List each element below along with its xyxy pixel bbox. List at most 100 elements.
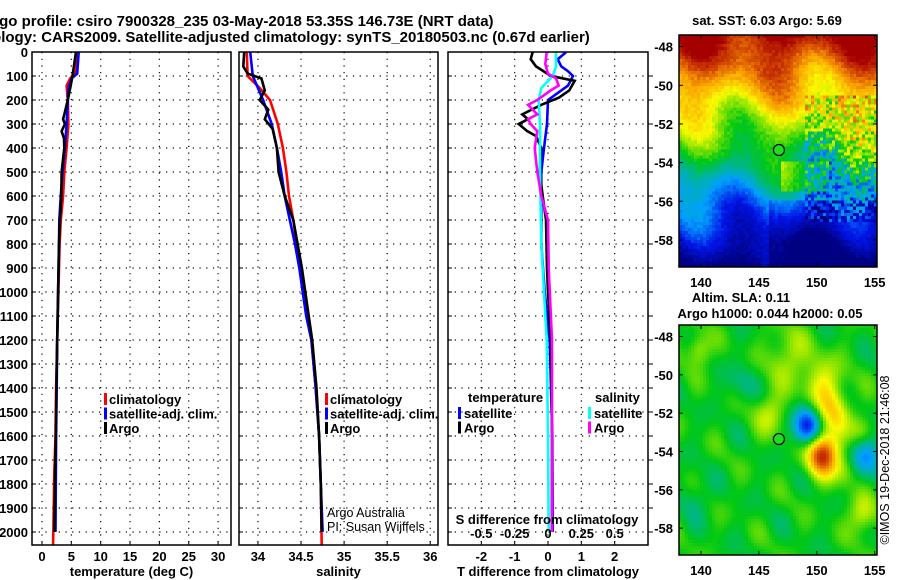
legend-label: satellite xyxy=(464,406,512,421)
y-tick-label: 900 xyxy=(6,261,28,276)
x-tick-label: 30 xyxy=(211,549,225,564)
legend-swatch xyxy=(458,407,461,419)
legend-swatch xyxy=(458,421,461,434)
x-tick-label: 35.5 xyxy=(375,549,400,564)
lon-tick-label: 145 xyxy=(748,275,770,290)
sla-map-panel: -48 -50 -52 -54 -56 -58 140 145 150 155 Altim. SLA… xyxy=(654,290,885,578)
lat-tick-label: -56 xyxy=(654,194,673,209)
legend-label: Argo xyxy=(109,421,139,436)
title-line-1: Argo profile: csiro 7900328_235 03-May-2… xyxy=(0,13,494,30)
lon-tick-label: 155 xyxy=(864,275,886,290)
legend-label: climatology xyxy=(109,392,182,407)
legend-label: satellite xyxy=(594,406,642,421)
map-frame xyxy=(678,34,878,268)
x-tick-label: -2 xyxy=(476,549,488,564)
y-tick-label: 1600 xyxy=(0,429,28,444)
legend-label: satellite-adj. clim. xyxy=(109,407,217,422)
x-axis-label: salinity xyxy=(316,564,362,579)
lon-tick-label: 155 xyxy=(864,563,886,578)
s-tick-label: 0.25 xyxy=(569,526,594,541)
lon-tick-label: 145 xyxy=(748,563,770,578)
legend-swatch xyxy=(588,407,591,419)
y-tick-label: 100 xyxy=(6,69,28,84)
s-tick-label: -0.5 xyxy=(470,526,492,541)
series-line-temperature-satellite xyxy=(539,52,575,533)
lon-tick-label: 150 xyxy=(806,563,828,578)
legend-label: Argo xyxy=(330,421,360,436)
argo-float-marker xyxy=(772,432,786,446)
s-axis-label: S difference from climatology xyxy=(456,512,640,527)
legend-label: climatology xyxy=(330,392,403,407)
y-tick-label: 400 xyxy=(6,141,28,156)
legend-swatch xyxy=(325,393,328,405)
credit-line-2: PI: Susan Wijffels xyxy=(327,520,425,534)
y-tick-label: 1900 xyxy=(0,501,28,516)
y-tick-label: 700 xyxy=(6,213,28,228)
x-tick-label: 35 xyxy=(337,549,351,564)
x-tick-label: 15 xyxy=(123,549,137,564)
argo-float-marker xyxy=(772,143,786,157)
lat-tick-label: -54 xyxy=(654,445,674,460)
y-tick-label: 800 xyxy=(6,237,28,252)
title-line-2: Climatology: CARS2009. Satellite-adjuste… xyxy=(0,29,590,46)
lat-tick-label: -48 xyxy=(654,40,673,55)
map-frame xyxy=(678,324,878,556)
panel-frame xyxy=(31,51,232,546)
lat-tick-label: -48 xyxy=(654,330,673,345)
x-tick-label: 36 xyxy=(423,549,437,564)
legend-label: Argo xyxy=(594,421,624,436)
lat-tick-label: -54 xyxy=(654,156,674,171)
lon-tick-label: 150 xyxy=(806,275,828,290)
copyright-stamp: ©IMOS 19-Dec-2018 21:46:08 xyxy=(878,375,892,544)
s-tick-label: -0.25 xyxy=(500,526,530,541)
legend-swatch xyxy=(588,421,591,434)
y-tick-label: 0 xyxy=(21,45,28,60)
lon-tick-label: 140 xyxy=(690,563,712,578)
lat-tick-label: -50 xyxy=(654,78,673,93)
map-title: sat. SST: 6.03 Argo: 5.69 xyxy=(692,13,842,28)
legend-swatch xyxy=(104,407,107,420)
legend-swatch xyxy=(325,422,328,434)
series-line-salinity-argo xyxy=(525,52,561,532)
s-tick-label: 0 xyxy=(544,526,551,541)
legend-label: Argo xyxy=(464,421,494,436)
lat-tick-label: -58 xyxy=(654,521,673,536)
profile-panel-1: 0 5 10 15 20 25 30 temperature (deg C) 0 100 200 30… xyxy=(0,45,232,579)
y-tick-label: 1400 xyxy=(0,381,28,396)
lat-tick-label: -52 xyxy=(654,117,673,132)
x-axis-label: T difference from climatology xyxy=(457,564,640,579)
map-title: Altim. SLA: 0.11 xyxy=(692,290,790,305)
y-tick-label: 1700 xyxy=(0,453,28,468)
x-tick-label: 20 xyxy=(152,549,166,564)
profile-panel-3: -2 -1 0 1 2T difference from climatology -0.5… xyxy=(447,51,653,579)
x-tick-label: 0 xyxy=(38,549,45,564)
credit-line-1: Argo Australia xyxy=(327,506,405,520)
x-tick-label: 34 xyxy=(251,549,266,564)
map-subtitle: Argo h1000: 0.044 h2000: 0.05 xyxy=(678,306,863,321)
legend-swatch xyxy=(104,422,107,434)
legend-group-title: salinity xyxy=(595,390,641,405)
legend-swatch xyxy=(325,407,328,420)
y-tick-label: 300 xyxy=(6,117,28,132)
y-tick-label: 1800 xyxy=(0,477,28,492)
y-tick-label: 500 xyxy=(6,165,28,180)
x-tick-label: 1 xyxy=(578,549,585,564)
x-tick-label: 0 xyxy=(544,549,551,564)
lat-tick-label: -50 xyxy=(654,368,673,383)
panel-frame xyxy=(238,51,439,546)
lon-tick-label: 140 xyxy=(690,275,712,290)
s-tick-label: 0.5 xyxy=(606,526,624,541)
series-line-salinity-satellite xyxy=(537,52,558,533)
x-tick-label: 5 xyxy=(68,549,75,564)
y-tick-label: 1500 xyxy=(0,405,28,420)
x-tick-label: -1 xyxy=(509,549,521,564)
lat-tick-label: -56 xyxy=(654,483,673,498)
series-line-argo xyxy=(53,52,78,533)
legend-swatch xyxy=(104,393,107,405)
y-tick-label: 1200 xyxy=(0,333,28,348)
series-line-temperature-argo xyxy=(516,52,577,532)
x-tick-label: 10 xyxy=(93,549,107,564)
y-tick-label: 1300 xyxy=(0,357,28,372)
